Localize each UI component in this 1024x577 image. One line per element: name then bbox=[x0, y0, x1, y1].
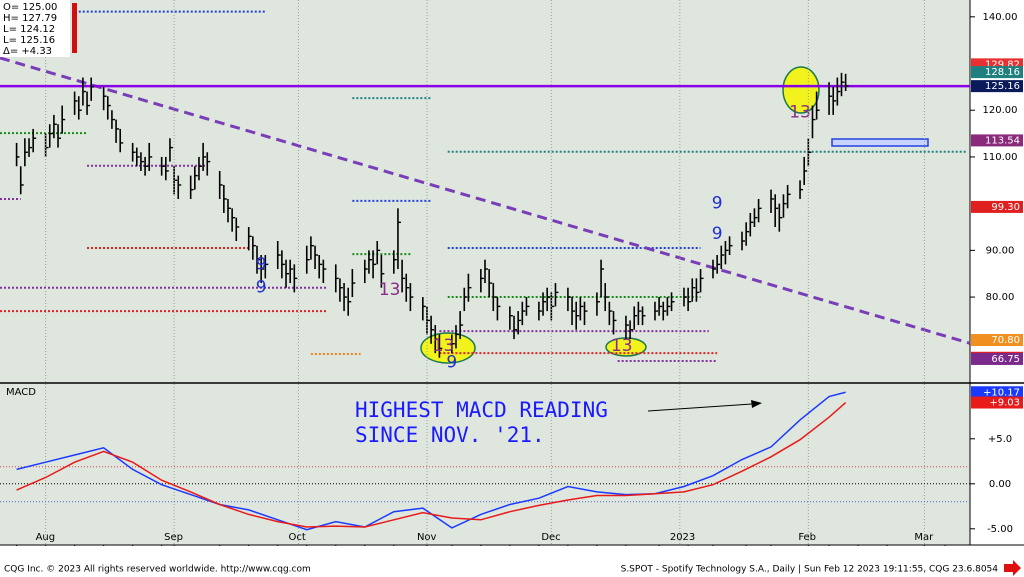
readout-box bbox=[0, 0, 70, 57]
price-tag bbox=[971, 334, 1023, 347]
readout-line: H= 127.79 bbox=[3, 13, 57, 24]
y-tick-label: +5.0 bbox=[988, 434, 1012, 445]
readout-bar bbox=[72, 3, 77, 53]
y-tick-label: 120.00 bbox=[983, 105, 1018, 116]
price-tag-label: 125.16 bbox=[985, 81, 1020, 92]
price-tag bbox=[971, 66, 1023, 79]
y-tick-label: 0.00 bbox=[989, 479, 1011, 490]
footer-left: CQG Inc. © 2023 All rights reserved worl… bbox=[4, 565, 311, 575]
count-label: 9 bbox=[256, 278, 267, 298]
count-label: 13 bbox=[611, 336, 633, 356]
footer-right: S.SPOT - Spotify Technology S.A., Daily … bbox=[621, 565, 999, 575]
y-tick-label: 80.00 bbox=[986, 292, 1015, 303]
highlight bbox=[782, 66, 820, 114]
price-tag bbox=[971, 80, 1023, 93]
panel-title: MACD bbox=[6, 387, 36, 398]
trend-line bbox=[0, 56, 971, 345]
price-tag bbox=[971, 386, 1023, 399]
count-label: 9 bbox=[712, 194, 723, 214]
y-tick-label: 140.00 bbox=[983, 12, 1018, 23]
price-tag-label: 113.54 bbox=[985, 135, 1020, 146]
annotation: HIGHEST MACD READING bbox=[355, 398, 608, 422]
count-label: 13 bbox=[433, 336, 455, 356]
count-label: 9 bbox=[712, 224, 723, 244]
arrowhead bbox=[751, 400, 762, 408]
y-tick-label: -5.00 bbox=[987, 524, 1013, 535]
price-tag-label: 99.30 bbox=[991, 202, 1020, 213]
marker-box bbox=[831, 138, 929, 147]
count-label: 9 bbox=[446, 352, 457, 372]
annotation: SINCE NOV. '21. bbox=[355, 423, 545, 447]
macd-line bbox=[16, 391, 846, 531]
annotation-arrow bbox=[647, 403, 753, 412]
month-label: Sep bbox=[164, 532, 183, 543]
price-tag bbox=[971, 352, 1023, 365]
count-label: 13 bbox=[379, 280, 401, 300]
readout-line: L= 125.16 bbox=[3, 35, 55, 46]
month-label: Dec bbox=[541, 532, 560, 543]
price-tag bbox=[971, 396, 1023, 409]
price-tag-label: +9.03 bbox=[989, 398, 1020, 409]
macd-line bbox=[16, 401, 847, 528]
scroll-icon[interactable] bbox=[1004, 560, 1021, 576]
y-tick-label: 110.00 bbox=[983, 152, 1018, 163]
price-tag bbox=[971, 134, 1023, 147]
month-label: Oct bbox=[288, 532, 305, 543]
count-label: 9 bbox=[256, 254, 267, 274]
readout-line: O= 125.00 bbox=[3, 2, 57, 13]
month-label: Mar bbox=[914, 532, 934, 543]
month-label: Feb bbox=[798, 532, 816, 543]
price-tag-label: +10.17 bbox=[983, 387, 1020, 398]
month-label: Aug bbox=[36, 532, 56, 543]
price-tag-label: 129.82 bbox=[985, 59, 1020, 70]
price-tag bbox=[971, 200, 1023, 213]
readout-line: L= 124.12 bbox=[3, 24, 55, 35]
count-label: 13 bbox=[789, 103, 811, 123]
price-tag-label: 128.16 bbox=[985, 67, 1020, 78]
month-label: Nov bbox=[417, 532, 437, 543]
price-tag-label: 66.75 bbox=[991, 354, 1020, 365]
readout-line: Δ= +4.33 bbox=[3, 46, 52, 57]
footer-background bbox=[0, 546, 1024, 577]
month-label: 2023 bbox=[670, 532, 695, 543]
price-tag-label: 70.80 bbox=[991, 335, 1020, 346]
y-tick-label: 90.00 bbox=[986, 245, 1015, 256]
